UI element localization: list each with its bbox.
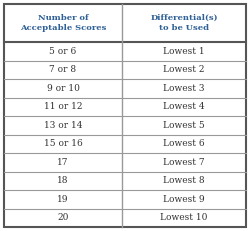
- Text: Number of
Acceptable Scores: Number of Acceptable Scores: [20, 13, 106, 33]
- Text: 7 or 8: 7 or 8: [50, 65, 76, 74]
- Text: Lowest 7: Lowest 7: [163, 158, 205, 167]
- Text: Lowest 4: Lowest 4: [163, 102, 205, 111]
- Text: Lowest 6: Lowest 6: [163, 139, 205, 148]
- Text: 11 or 12: 11 or 12: [44, 102, 82, 111]
- Text: Lowest 8: Lowest 8: [163, 176, 205, 185]
- Text: Lowest 2: Lowest 2: [163, 65, 205, 74]
- Text: 13 or 14: 13 or 14: [44, 121, 82, 130]
- Text: Differential(s)
to be Used: Differential(s) to be Used: [150, 13, 218, 33]
- Text: 17: 17: [57, 158, 69, 167]
- Text: Lowest 10: Lowest 10: [160, 213, 208, 222]
- Text: Lowest 9: Lowest 9: [163, 195, 205, 204]
- Text: Lowest 5: Lowest 5: [163, 121, 205, 130]
- Text: 18: 18: [57, 176, 69, 185]
- Text: 15 or 16: 15 or 16: [44, 139, 82, 148]
- Text: 19: 19: [57, 195, 69, 204]
- Text: 9 or 10: 9 or 10: [46, 84, 80, 93]
- Text: 20: 20: [57, 213, 69, 222]
- Text: Lowest 3: Lowest 3: [163, 84, 205, 93]
- Text: 5 or 6: 5 or 6: [50, 47, 76, 56]
- Text: Lowest 1: Lowest 1: [163, 47, 205, 56]
